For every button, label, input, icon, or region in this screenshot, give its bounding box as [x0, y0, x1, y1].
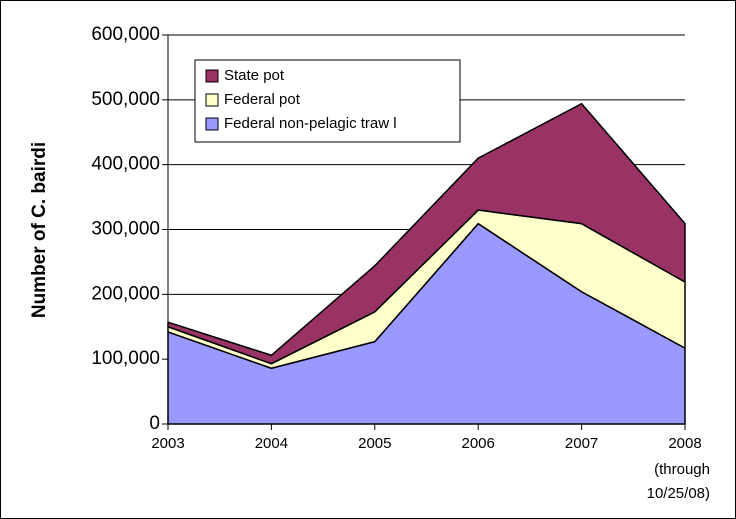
x-tick-label: 2003: [151, 435, 184, 452]
area: [167, 102, 686, 365]
x-note: 10/25/08): [647, 485, 710, 502]
legend-swatch: [205, 93, 219, 107]
legend-label: State pot: [224, 67, 285, 84]
x-tick-label: 2007: [565, 435, 598, 452]
y-axis-label: Number of C. bairdi: [29, 142, 50, 318]
legend-swatch: [205, 117, 219, 131]
legend-label: Federal pot: [224, 91, 301, 108]
y-tick-label: 100,000: [91, 348, 160, 369]
y-tick-label: 500,000: [91, 89, 160, 110]
legend-label: Federal non-pelagic traw l: [224, 115, 397, 132]
y-tick-label: 400,000: [91, 154, 160, 175]
legend-box: [194, 59, 461, 143]
legend: State pot Federal pot Federal non-pelagic …: [194, 59, 461, 143]
legend-swatch: [205, 69, 219, 83]
x-note: (through: [654, 461, 710, 478]
y-tick-label: 300,000: [91, 219, 160, 240]
y-tick-label: 0: [149, 413, 160, 434]
x-tick-label: 2005: [358, 435, 391, 452]
x-tick-label: 2008: [668, 435, 701, 452]
x-tick-label: 2004: [255, 435, 288, 452]
y-tick-label: 200,000: [91, 283, 160, 304]
y-tick-label: 600,000: [91, 24, 160, 45]
x-tick-label: 2006: [462, 435, 495, 452]
